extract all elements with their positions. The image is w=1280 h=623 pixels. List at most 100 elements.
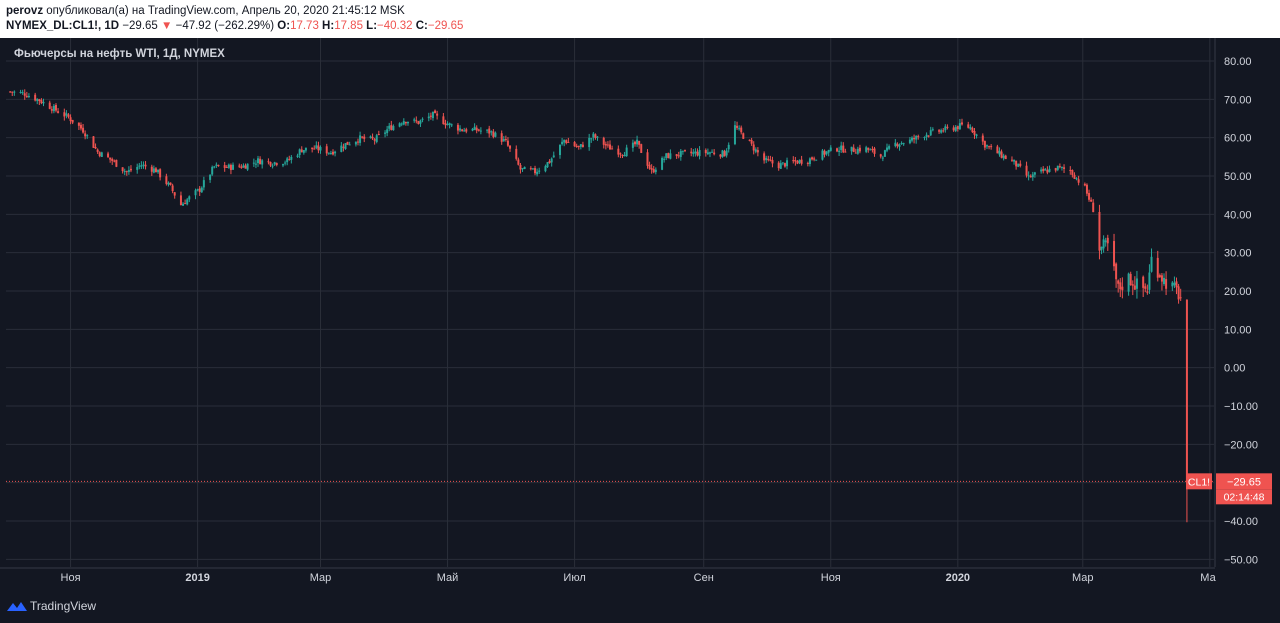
y-tick-label: −50.00 — [1224, 554, 1258, 566]
candle-body — [915, 135, 918, 140]
candle-body — [694, 151, 697, 154]
candle-body — [727, 144, 730, 150]
candle-body — [781, 162, 784, 164]
candle-body — [856, 148, 859, 154]
candle-body — [619, 153, 622, 155]
candle-body — [1046, 169, 1049, 173]
candle-body — [725, 150, 728, 156]
candle-body — [65, 113, 68, 116]
candle-body — [590, 138, 593, 140]
candle-body — [1019, 163, 1022, 166]
candle-body — [609, 144, 611, 150]
price-chart[interactable]: 80.00 70.00 60.00 50.00 40.00 30.00 20.00 10.00… — [0, 38, 1280, 590]
candle-body — [754, 149, 757, 152]
candle-body — [1163, 277, 1166, 285]
candle-body — [63, 112, 66, 117]
close-value: −29.65 — [427, 20, 464, 32]
candle-body — [1179, 297, 1182, 299]
candle-body — [844, 151, 847, 153]
candle-body — [142, 164, 145, 166]
candle-body — [1017, 163, 1020, 167]
candle-body — [1150, 256, 1153, 272]
candle-body — [983, 140, 986, 148]
x-tick-label: 2019 — [185, 572, 209, 584]
candle-body — [348, 144, 351, 146]
chart-area[interactable]: 80.00 70.00 60.00 50.00 40.00 30.00 20.00 10.00… — [0, 38, 1280, 590]
candle-body — [19, 91, 22, 93]
candle-body — [748, 139, 751, 141]
candle-body — [829, 147, 832, 151]
candle-body — [544, 166, 547, 172]
candle-body — [140, 165, 143, 167]
author-name[interactable]: perovz — [6, 5, 44, 17]
candle-body — [79, 124, 82, 129]
candle-body — [896, 143, 899, 147]
candle-body — [502, 139, 505, 142]
candle-body — [240, 166, 243, 168]
candle-body — [888, 146, 891, 149]
candle-body — [721, 150, 724, 158]
candle-body — [604, 144, 607, 146]
candle-body — [1119, 282, 1122, 290]
candle-body — [517, 159, 520, 165]
candle-body — [429, 115, 432, 117]
candle-body — [225, 166, 228, 168]
candle-body — [13, 91, 16, 93]
candle-body — [654, 169, 657, 173]
candle-body — [444, 123, 447, 126]
candle-body — [388, 125, 391, 129]
candle-body — [975, 134, 978, 136]
candle-body — [1117, 280, 1120, 284]
candle-body — [765, 157, 768, 161]
candle-body — [11, 91, 14, 93]
price-tag — [1216, 473, 1272, 490]
candle-body — [796, 161, 799, 164]
candle-body — [956, 126, 959, 130]
high-value: 17.85 — [334, 20, 363, 32]
candle-body — [946, 126, 949, 128]
candle-body — [767, 159, 770, 161]
candle-body — [227, 164, 230, 168]
candle-body — [792, 160, 795, 162]
candle-body — [217, 164, 220, 167]
candle-body — [1031, 174, 1034, 178]
candle-body — [1144, 286, 1147, 289]
candle-body — [858, 147, 861, 152]
candle-body — [783, 163, 786, 167]
candle-body — [186, 199, 189, 205]
candle-body — [1129, 273, 1132, 286]
candle-body — [150, 166, 153, 172]
candle-body — [750, 140, 753, 144]
candle-body — [398, 123, 401, 127]
candle-body — [996, 146, 999, 154]
tradingview-logo-text[interactable]: TradingView — [30, 599, 97, 613]
candle-body — [315, 145, 318, 149]
candle-body — [196, 189, 199, 191]
candle-body — [719, 154, 722, 157]
candle-body — [871, 148, 874, 150]
candle-body — [52, 105, 55, 112]
candle-body — [1056, 165, 1059, 170]
candle-body — [606, 144, 609, 146]
candle-body — [242, 165, 245, 168]
candle-body — [769, 159, 772, 161]
candle-body — [461, 129, 464, 132]
candle-body — [1175, 281, 1178, 288]
candle-body — [881, 157, 884, 159]
candle-body — [942, 130, 945, 132]
candle-body — [990, 146, 993, 148]
candle-body — [944, 126, 947, 131]
close-label: C: — [415, 20, 428, 32]
candle-body — [109, 157, 112, 160]
candle-body — [538, 170, 541, 172]
candle-body — [536, 171, 539, 175]
candle-body — [54, 104, 57, 111]
candle-body — [198, 188, 201, 192]
candle-body — [179, 195, 182, 206]
candle-body — [371, 136, 374, 139]
candle-body — [1158, 275, 1161, 278]
candle-body — [402, 121, 405, 125]
candle-body — [690, 151, 693, 154]
tradingview-logo-icon[interactable] — [6, 599, 28, 613]
candle-body — [9, 91, 12, 93]
